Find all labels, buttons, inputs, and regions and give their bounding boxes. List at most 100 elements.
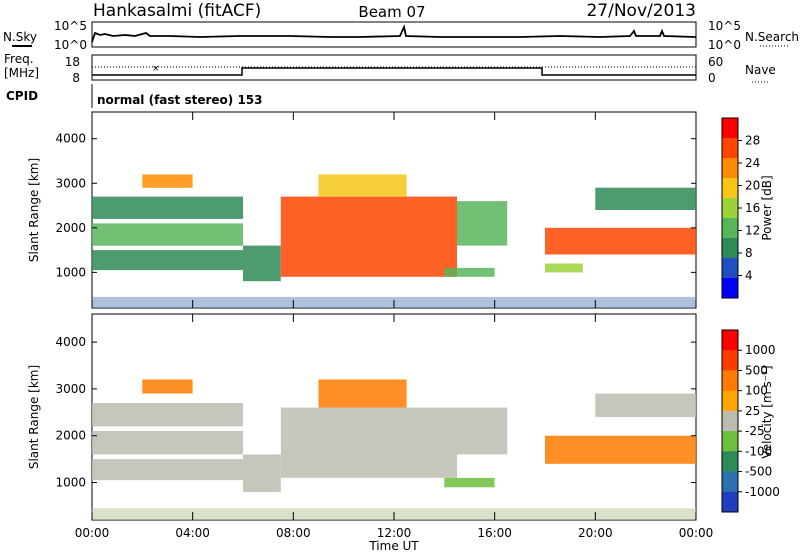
power-band — [318, 174, 407, 197]
velocity-colorbar-label: 100 — [745, 384, 768, 398]
velocity-plot: 1000 2000 3000 4000 Slant Range [km] — [27, 313, 697, 521]
power-ylabel: Slant Range [km] — [27, 158, 41, 262]
power-band — [545, 227, 696, 255]
power-band — [595, 187, 696, 210]
power-colorbar-swatch — [722, 278, 738, 299]
velocity-colorbar-label: -100 — [745, 444, 772, 458]
power-plot: 1000 2000 3000 4000 Slant Range [km] — [27, 111, 697, 309]
freq-unit: [MHz] — [4, 66, 39, 80]
velocity-colorbar-swatch — [722, 370, 738, 392]
velocity-colorbar-swatch — [722, 451, 738, 472]
nsky-series — [91, 24, 697, 43]
velocity-colorbar-label: -1000 — [745, 485, 780, 499]
velocity-band — [92, 459, 243, 481]
velocity-colorbar-title: Velocity [m s⁻¹] — [760, 365, 774, 458]
nsky-tick-top: 10^5 — [54, 19, 87, 33]
power-colorbar-swatch — [722, 178, 738, 199]
freq-marker: × — [152, 64, 160, 74]
velocity-colorbar-frame — [721, 329, 739, 513]
cpid-label: CPID — [6, 89, 38, 103]
nsky-tick-bottom: 10^0 — [54, 38, 87, 52]
power-band — [92, 196, 243, 219]
velocity-band — [444, 477, 495, 488]
velocity-band — [456, 407, 508, 455]
x-tick-label: 12:00 — [377, 526, 412, 540]
velocity-colorbar-label: 500 — [745, 363, 768, 377]
y-tick-label: 2000 — [55, 429, 86, 443]
x-tick-label: 08:00 — [276, 526, 311, 540]
velocity-band — [142, 379, 193, 394]
velocity-band — [92, 403, 243, 427]
y-tick-label: 4000 — [55, 132, 86, 146]
power-colorbar-label: 28 — [745, 134, 760, 148]
velocity-band — [243, 454, 281, 492]
velocity-band — [595, 393, 696, 417]
nave-tick-bottom: 0 — [708, 71, 716, 85]
cpid-value: normal (fast stereo) 153 — [97, 93, 263, 107]
nsky-label: N.Sky — [3, 30, 37, 44]
x-tick-label: 00:00 — [679, 526, 714, 540]
power-colorbar-swatch — [722, 158, 738, 179]
power-colorbar-swatch — [722, 198, 738, 219]
beam-title: Beam 07 — [358, 3, 425, 21]
x-axis-label: Time UT — [368, 539, 419, 553]
freq-tick-top: 18 — [65, 55, 80, 69]
x-tick-label: 20:00 — [578, 526, 613, 540]
nsky-panel-frame — [91, 21, 697, 48]
power-band — [92, 250, 243, 271]
x-axis-ticks: 00:00 04:00 08:00 12:00 16:00 20:00 00:00 — [75, 112, 714, 540]
power-band — [456, 201, 508, 246]
power-yticks: 1000 2000 3000 4000 — [55, 132, 696, 279]
power-colorbar-label: 20 — [745, 179, 760, 193]
freq-tick-bottom: 8 — [72, 71, 80, 85]
power-band — [545, 263, 583, 273]
velocity-band — [280, 407, 457, 478]
nsearch-label: N.Search — [745, 30, 799, 44]
power-colorbar-swatch — [722, 218, 738, 239]
power-colorbar-label: 4 — [745, 269, 753, 283]
velocity-colorbar-label: 25 — [745, 404, 760, 418]
x-tick-label: 16:00 — [477, 526, 512, 540]
velocity-colorbar-label: -500 — [745, 465, 772, 479]
velocity-colorbar-swatch — [722, 390, 738, 412]
y-tick-label: 2000 — [55, 221, 86, 235]
y-tick-label: 1000 — [55, 476, 86, 490]
velocity-colorbar-swatch — [722, 410, 738, 432]
y-tick-label: 3000 — [55, 382, 86, 396]
velocity-colorbar-swatch — [722, 471, 738, 493]
power-colorbar-swatch — [722, 238, 738, 259]
velocity-yticks: 1000 2000 3000 4000 — [55, 335, 696, 490]
power-band — [444, 267, 495, 277]
power-colorbar-swatch — [722, 118, 738, 139]
power-colorbar-label: 16 — [745, 201, 760, 215]
nsearch-tick-bottom: 10^0 — [708, 38, 741, 52]
power-band — [92, 223, 243, 246]
power-colorbar-swatch — [722, 138, 738, 159]
power-band — [243, 245, 281, 282]
nsearch-tick-top: 10^5 — [708, 19, 741, 33]
x-tick-label: 04:00 — [175, 526, 210, 540]
power-colorbar-label: 8 — [745, 246, 753, 260]
freq-series — [92, 67, 696, 76]
power-colorbar-label: 24 — [745, 156, 760, 170]
velocity-colorbar: 1000 500 100 25 -25 -100 -500 -1000 — [721, 329, 780, 513]
power-band — [280, 196, 457, 277]
velocity-colorbar-swatch — [722, 350, 738, 371]
velocity-band — [92, 431, 243, 455]
power-colorbar-title: Power [dB] — [760, 175, 774, 240]
power-colorbar-swatch — [722, 258, 738, 279]
velocity-colorbar-swatch — [722, 491, 738, 513]
velocity-band — [318, 379, 407, 408]
x-tick-label: 00:00 — [75, 526, 110, 540]
site-title: Hankasalmi (fitACF) — [93, 1, 261, 21]
y-tick-label: 1000 — [55, 265, 86, 279]
nave-tick-top: 60 — [708, 55, 723, 69]
velocity-band — [545, 435, 696, 464]
power-band — [142, 174, 193, 188]
velocity-colorbar-label: -25 — [745, 424, 765, 438]
freq-label: Freq. — [4, 52, 34, 66]
y-tick-label: 4000 — [55, 335, 86, 349]
nave-label: Nave — [745, 63, 776, 77]
date-title: 27/Nov/2013 — [586, 1, 696, 21]
